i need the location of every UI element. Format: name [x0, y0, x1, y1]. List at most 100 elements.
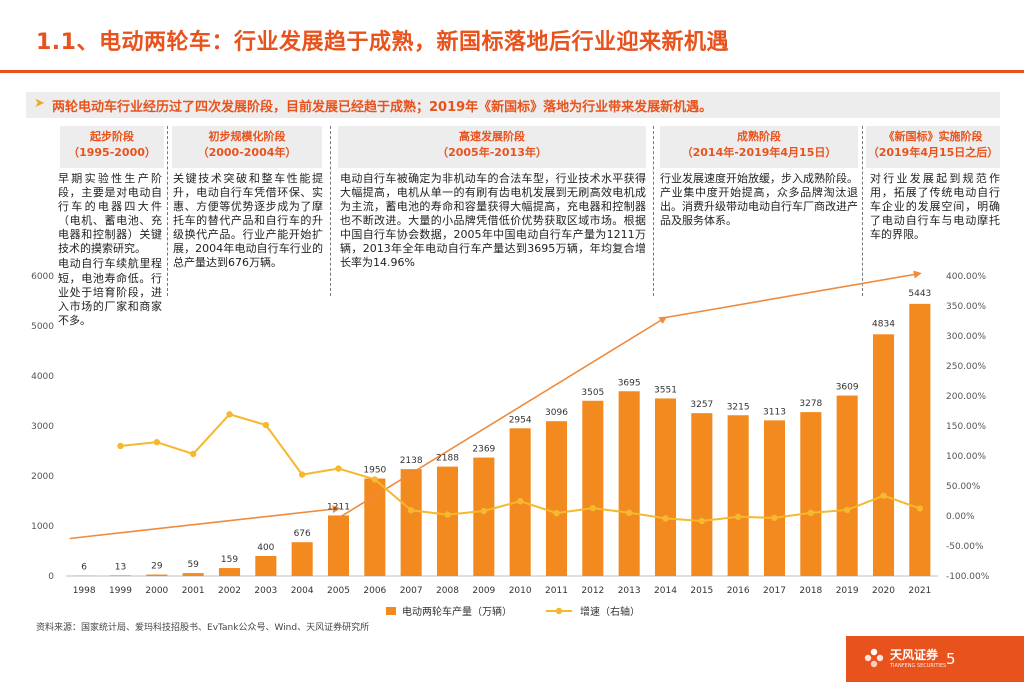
legend-label-line: 增速（右轴） [580, 605, 640, 618]
line-point-growth [625, 509, 633, 516]
x-tick-label: 2013 [618, 586, 641, 596]
bar-production [473, 457, 495, 576]
stage-name: 《新国标》实施阶段 [883, 130, 983, 143]
bar-production [545, 421, 568, 576]
line-point-growth [117, 442, 124, 450]
stage-name: 成熟阶段 [737, 130, 781, 143]
bar-production [327, 515, 350, 576]
bar-value-label: 2188 [436, 454, 459, 464]
x-tick-label: 2008 [436, 586, 459, 596]
bar-value-label: 3096 [545, 408, 568, 418]
y-right-tick-label: -100.00% [946, 572, 990, 582]
bar-value-label: 3609 [836, 383, 859, 393]
stage-paragraph: 电动自行车被确定为非机动车的合法车型，行业技术水平获得大幅提高，电机从单一的有刷… [340, 172, 646, 270]
line-point-growth [916, 505, 924, 512]
x-tick-label: 2007 [400, 586, 423, 596]
footer-bar: 天风证券 TIANFENG SECURITIES 5 [846, 636, 1024, 682]
x-tick-label: 2016 [727, 586, 750, 596]
stage-period: （2000-2004年） [197, 145, 297, 159]
line-point-growth [153, 438, 161, 446]
y-right-tick-label: 250.00% [946, 362, 986, 372]
bar-production [654, 398, 677, 576]
y-right-tick-label: 400.00% [946, 272, 986, 282]
line-point-growth [698, 517, 706, 525]
stage-description-1: 早期实验性生产阶段，主要是对电动自行车的电器四大件（电机、蓄电池、充电器和控制器… [58, 172, 162, 329]
bar-production [182, 573, 204, 576]
y-left-tick-label: 4000 [31, 372, 54, 382]
bar-value-label: 5443 [908, 289, 931, 299]
bar-value-label: 676 [294, 529, 311, 539]
bar-value-label: 2954 [509, 415, 532, 425]
y-right-tick-label: 50.00% [946, 482, 981, 492]
bar-production [727, 415, 749, 576]
bar-production [800, 412, 822, 576]
y-left-tick-label: 6000 [31, 272, 54, 282]
line-point-growth [880, 492, 887, 499]
line-point-growth [807, 509, 815, 517]
bar-value-label: 3278 [799, 399, 822, 409]
y-left-tick-label: 1000 [31, 522, 54, 532]
stage-period: （2014年-2019年4月15日） [681, 145, 837, 159]
x-tick-label: 2018 [799, 586, 822, 596]
line-point-growth [407, 507, 415, 514]
stage-header-3: 高速发展阶段 （2005年-2013年） [338, 126, 646, 168]
line-point-growth [371, 476, 379, 483]
stage-divider [330, 126, 331, 296]
y-left-tick-label: 0 [48, 572, 54, 582]
stage-name: 起步阶段 [90, 130, 134, 143]
line-point-growth [226, 411, 233, 418]
bar-production [364, 478, 386, 576]
stage-period: （2019年4月15日之后） [867, 145, 999, 159]
bar-value-label: 159 [221, 555, 238, 565]
stage-paragraph: 行业发展速度开始放缓，步入成熟阶段。产业集中度开始提高，众多品牌淘汰退出。消费升… [660, 172, 858, 228]
bar-production [872, 334, 895, 576]
x-tick-label: 2004 [291, 586, 314, 596]
bar-production [909, 303, 931, 576]
bar-value-label: 4834 [872, 319, 895, 329]
x-tick-label: 2011 [545, 586, 568, 596]
series-line-growth [120, 413, 921, 522]
bar-value-label: 1211 [327, 502, 350, 512]
subtitle-bar: ➤ 两轮电动车行业经历过了四次发展阶段，目前发展已经趋于成熟；2019年《新国标… [26, 92, 1000, 118]
stage-period: （2005年-2013年） [437, 145, 547, 159]
line-point-growth [444, 511, 451, 518]
y-right-tick-label: 200.00% [946, 392, 986, 402]
bar-value-label: 13 [115, 562, 126, 572]
x-tick-label: 2003 [254, 586, 277, 596]
x-tick-label: 2002 [218, 586, 241, 596]
y-right-tick-label: 150.00% [946, 422, 986, 432]
line-point-growth [553, 509, 560, 517]
bar-production [836, 395, 858, 576]
line-point-growth [189, 450, 197, 458]
y-right-tick-label: 0.00% [946, 512, 975, 522]
company-logo-text: 天风证券 [890, 648, 939, 662]
legend-swatch-marker [555, 607, 563, 615]
x-tick-label: 2000 [145, 586, 168, 596]
x-tick-label: 2014 [654, 586, 677, 596]
legend-label-bar: 电动两轮车产量（万辆） [402, 605, 512, 618]
trend-arrow [338, 316, 668, 519]
x-tick-label: 2019 [836, 586, 859, 596]
y-right-tick-label: -50.00% [946, 542, 984, 552]
bar-value-label: 400 [257, 543, 274, 553]
bar-production [109, 575, 132, 576]
bar-value-label: 1950 [363, 466, 386, 476]
bar-production [509, 428, 531, 576]
y-left-tick-label: 5000 [31, 322, 54, 332]
bar-production [146, 574, 168, 576]
x-tick-label: 2005 [327, 586, 350, 596]
bar-production [618, 391, 640, 576]
x-tick-label: 2010 [509, 586, 532, 596]
company-logo-subtext: TIANFENG SECURITIES [890, 663, 947, 669]
bar-value-label: 2369 [472, 445, 495, 455]
bar-production [691, 413, 713, 576]
line-point-growth [589, 504, 597, 512]
y-left-tick-label: 3000 [31, 422, 54, 432]
legend-swatch-bar [386, 607, 396, 615]
y-right-tick-label: 350.00% [946, 302, 986, 312]
stage-divider [653, 126, 654, 296]
page-title: 1.1、电动两轮车：行业发展趋于成熟，新国标落地后行业迎来新机遇 [36, 30, 729, 55]
x-tick-label: 2012 [581, 586, 604, 596]
stage-description-5: 对行业发展起到规范作用，拓展了传统电动自行车企业的发展空间，明确了电动自行车与电… [870, 172, 1000, 243]
page-number: 5 [946, 650, 956, 668]
